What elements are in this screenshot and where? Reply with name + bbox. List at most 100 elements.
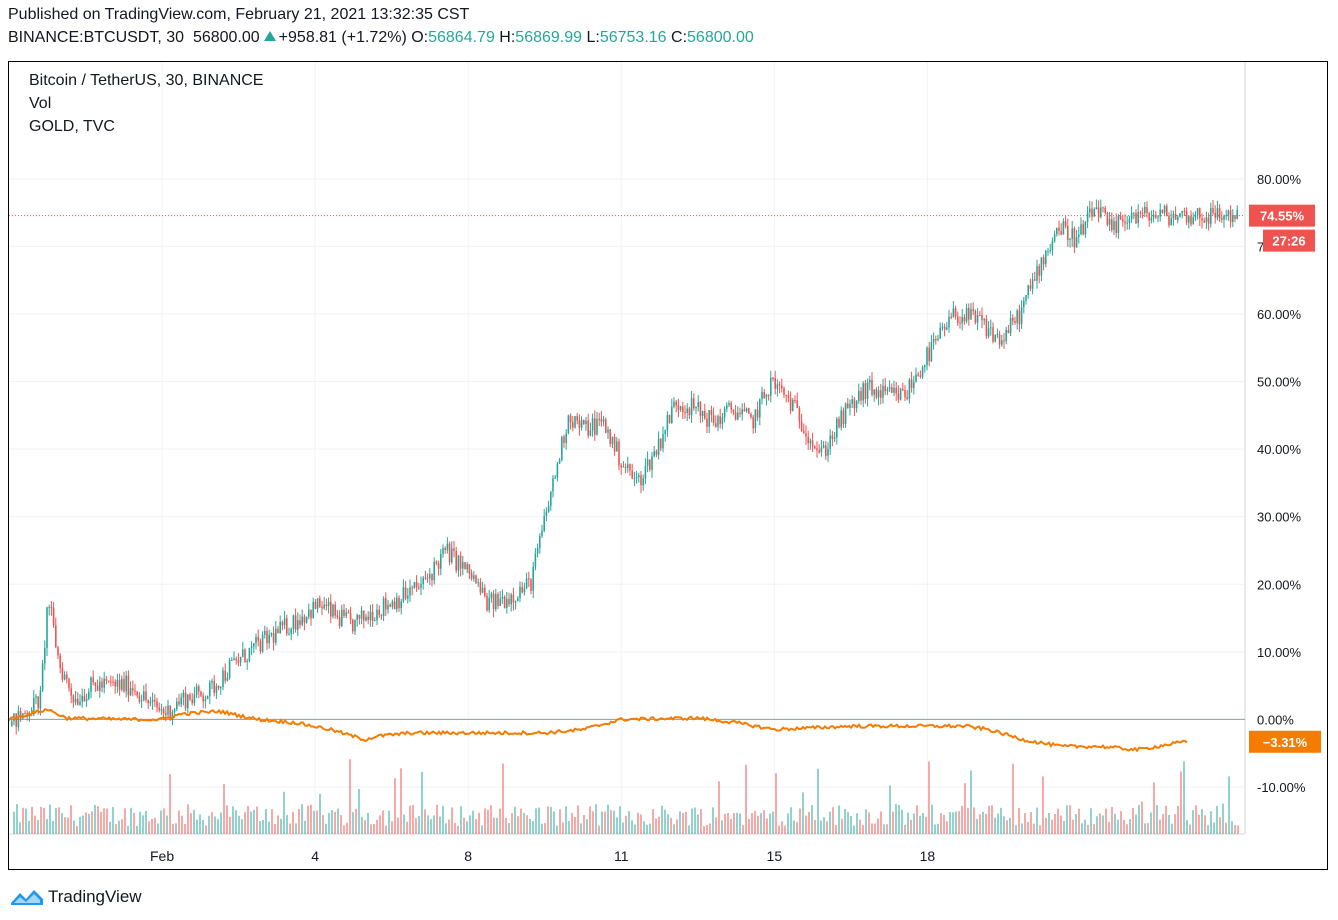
chart-frame[interactable]: 80.00%70.00%60.00%50.00%40.00%30.00%20.0…: [8, 61, 1328, 870]
volume-bar: [403, 814, 405, 834]
x-tick-label: 11: [614, 848, 629, 864]
volume-bar: [547, 806, 549, 834]
volume-bar: [910, 819, 912, 834]
volume-bar: [991, 805, 993, 834]
candle-body: [1227, 210, 1230, 216]
candle-body: [708, 410, 710, 427]
candle-body: [1201, 218, 1203, 221]
candle-body: [871, 379, 873, 395]
volume-bar: [673, 824, 675, 834]
volume-bar: [649, 823, 651, 834]
candle-body: [602, 419, 605, 422]
volume-bar: [106, 808, 108, 834]
candle-body: [28, 715, 31, 717]
volume-bar: [148, 821, 150, 834]
volume-bar: [1159, 819, 1161, 834]
volume-bar: [349, 759, 351, 834]
candle-body: [35, 696, 37, 699]
candle-body: [72, 695, 75, 703]
candle-body: [965, 307, 968, 322]
volume-bar: [784, 825, 786, 834]
candle-body: [147, 699, 149, 704]
candle-body: [55, 625, 57, 648]
candle-body: [239, 656, 242, 663]
volume-bar: [238, 815, 240, 834]
candle-body: [371, 612, 374, 621]
candle-body: [1095, 207, 1098, 210]
candle-body: [332, 604, 334, 617]
candle-body: [972, 308, 974, 312]
volume-bar: [1003, 816, 1005, 834]
volume-bar: [28, 820, 30, 834]
candle-body: [930, 342, 933, 362]
volume-bar: [613, 810, 615, 834]
candle-body: [486, 595, 488, 611]
candle-body: [695, 407, 697, 409]
volume-bar: [496, 817, 498, 834]
volume-bar: [553, 811, 555, 834]
volume-bar: [1228, 776, 1230, 834]
volume-bar: [949, 812, 951, 834]
volume-bar: [1039, 825, 1041, 834]
candle-body: [1045, 251, 1047, 265]
high-value: 56869.99: [515, 29, 583, 46]
last-price: 56800.00: [192, 29, 260, 46]
candle-body: [640, 475, 642, 486]
candle-body: [880, 390, 882, 398]
candle-body: [807, 436, 809, 444]
volume-bar: [79, 816, 81, 834]
candle-body: [360, 610, 363, 619]
candle-body: [1146, 206, 1148, 213]
candle-body: [805, 433, 807, 437]
volume-bar: [439, 816, 441, 834]
volume-bar: [709, 823, 711, 834]
candle-body: [48, 606, 50, 608]
volume-bar: [667, 814, 669, 834]
volume-bar: [151, 818, 153, 834]
candle-body: [587, 420, 589, 436]
candle-body: [671, 406, 673, 424]
candle-body: [466, 564, 468, 570]
candle-body: [1018, 310, 1021, 325]
y-tick-label: 60.00%: [1257, 307, 1302, 322]
candle-body: [554, 477, 556, 479]
volume-bar: [802, 792, 804, 834]
candle-body: [1062, 221, 1065, 235]
candle-body: [552, 478, 554, 492]
candle-body: [525, 578, 528, 589]
candle-body: [492, 593, 495, 610]
candle-body: [385, 598, 387, 610]
volume-bar: [727, 812, 729, 834]
candle-body: [1159, 209, 1161, 217]
volume-bar: [136, 825, 138, 834]
candle-body: [178, 701, 180, 705]
volume-bar: [1087, 824, 1089, 834]
volume-bar: [523, 812, 525, 834]
volume-bar: [568, 821, 570, 834]
candle-body: [781, 385, 783, 389]
candle-body: [831, 435, 834, 439]
volume-bar: [685, 811, 687, 834]
candle-body: [1203, 220, 1205, 223]
volume-bar: [856, 813, 858, 834]
close-label: C:: [671, 29, 688, 46]
volume-bar: [82, 815, 84, 834]
volume-bar: [1204, 815, 1206, 834]
chart-canvas[interactable]: 80.00%70.00%60.00%50.00%40.00%30.00%20.0…: [9, 62, 1327, 869]
volume-bar: [922, 813, 924, 834]
candle-body: [244, 649, 246, 662]
volume-bar: [373, 823, 375, 834]
candle-body: [803, 430, 805, 434]
volume-bar: [1093, 824, 1095, 834]
candle-body: [882, 385, 884, 398]
volume-bar: [88, 813, 90, 834]
candle-body: [1093, 209, 1095, 217]
volume-bar: [697, 814, 699, 834]
volume-bar: [712, 807, 714, 834]
candle-body: [305, 616, 308, 623]
candle-body: [1190, 216, 1192, 225]
volume-bar: [361, 816, 363, 834]
candle-body: [906, 397, 908, 400]
candle-body: [1210, 207, 1212, 224]
volume-bar: [580, 823, 582, 834]
